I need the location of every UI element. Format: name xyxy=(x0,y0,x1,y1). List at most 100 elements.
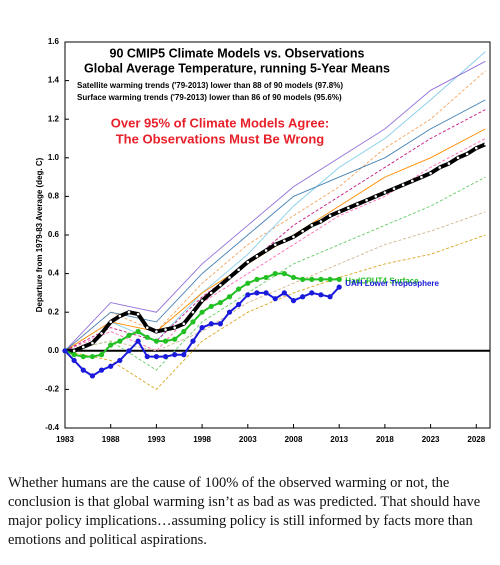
data-point xyxy=(217,321,223,327)
data-point xyxy=(182,322,186,326)
data-point xyxy=(292,235,295,239)
data-point xyxy=(447,162,451,165)
y-tick-label: 1.0 xyxy=(48,153,60,162)
data-point xyxy=(117,338,123,344)
data-point xyxy=(108,363,114,369)
data-point xyxy=(429,171,432,175)
data-point xyxy=(309,276,315,282)
data-point xyxy=(401,183,405,187)
data-point xyxy=(411,179,414,183)
data-point xyxy=(336,276,342,282)
data-point xyxy=(374,195,378,198)
y-tick-label: 0.6 xyxy=(48,230,60,239)
data-point xyxy=(263,290,269,296)
data-point xyxy=(117,357,123,364)
data-point xyxy=(254,290,260,296)
note: Satellite warming trends ('79-2013) lowe… xyxy=(77,81,343,90)
data-point xyxy=(208,303,214,310)
plot-frame xyxy=(64,41,491,429)
data-point xyxy=(474,146,478,150)
x-tick-label: 2003 xyxy=(239,435,257,444)
y-tick-label: 0.2 xyxy=(48,307,60,316)
data-point xyxy=(172,352,178,358)
note: Surface warming trends ('79-2013) lower … xyxy=(77,93,342,102)
data-point xyxy=(264,249,268,252)
data-point xyxy=(236,286,242,292)
data-point xyxy=(255,254,259,258)
data-point xyxy=(72,349,76,353)
data-point xyxy=(328,214,332,217)
y-tick-label: 0.8 xyxy=(48,192,60,201)
y-tick-label: 0.0 xyxy=(48,346,60,355)
data-point xyxy=(347,206,350,210)
data-point xyxy=(173,326,176,329)
data-point xyxy=(356,202,359,206)
data-point xyxy=(162,338,169,344)
x-tick-label: 1998 xyxy=(193,435,211,444)
series-label: HadCRUT4 Surface xyxy=(345,276,419,285)
data-point xyxy=(337,210,341,214)
data-point xyxy=(71,357,77,364)
data-point xyxy=(465,152,469,156)
model-line xyxy=(64,51,486,352)
data-point xyxy=(484,142,487,146)
data-point xyxy=(383,191,387,194)
data-point xyxy=(108,342,114,348)
data-point xyxy=(318,292,324,298)
data-point xyxy=(89,353,96,360)
x-tick-label: 1993 xyxy=(147,435,165,444)
data-point xyxy=(310,224,314,227)
chart-subtitle: Global Average Temperature, running 5-Ye… xyxy=(84,61,390,75)
data-point xyxy=(254,276,260,282)
data-point xyxy=(153,353,159,360)
data-point xyxy=(80,367,86,373)
data-point xyxy=(127,310,131,314)
data-point xyxy=(135,328,141,335)
data-point xyxy=(89,373,96,379)
chart-title: 90 CMIP5 Climate Models vs. Observations xyxy=(110,46,365,60)
data-point xyxy=(217,299,223,306)
data-point xyxy=(135,338,141,344)
data-point xyxy=(438,166,442,169)
data-point xyxy=(283,239,286,243)
data-point xyxy=(118,314,122,318)
model-line xyxy=(64,234,486,390)
y-tick-label: 1.2 xyxy=(48,114,60,123)
data-point xyxy=(109,320,112,324)
data-point xyxy=(420,175,423,179)
data-point xyxy=(190,319,196,325)
data-point xyxy=(191,310,195,314)
data-point xyxy=(190,338,196,344)
data-point xyxy=(263,274,269,281)
annotation: The Observations Must Be Wrong xyxy=(116,131,325,146)
data-point xyxy=(200,299,204,302)
data-point xyxy=(300,276,306,282)
data-point xyxy=(237,268,240,272)
data-point xyxy=(144,334,150,340)
data-point xyxy=(126,332,132,338)
x-tick-label: 2013 xyxy=(330,435,348,444)
data-point xyxy=(199,325,205,331)
model-line xyxy=(64,60,486,352)
data-point xyxy=(273,243,277,246)
data-point xyxy=(300,294,306,300)
data-point xyxy=(226,294,233,300)
data-point xyxy=(172,336,178,342)
y-tick-label: 1.6 xyxy=(48,37,60,46)
x-tick-label: 1988 xyxy=(102,435,120,444)
data-point xyxy=(281,271,287,277)
data-point xyxy=(365,198,368,202)
y-tick-label: 0.4 xyxy=(48,269,60,278)
data-point xyxy=(98,352,105,358)
annotation: Over 95% of Climate Models Agree: xyxy=(111,115,329,130)
data-point xyxy=(228,276,231,279)
data-point xyxy=(219,283,222,287)
data-point xyxy=(245,292,251,298)
data-point xyxy=(336,284,342,290)
x-tick-label: 2008 xyxy=(285,435,303,444)
model-line xyxy=(64,138,486,352)
data-point xyxy=(100,332,103,335)
data-point xyxy=(456,156,460,160)
data-point xyxy=(145,326,149,329)
